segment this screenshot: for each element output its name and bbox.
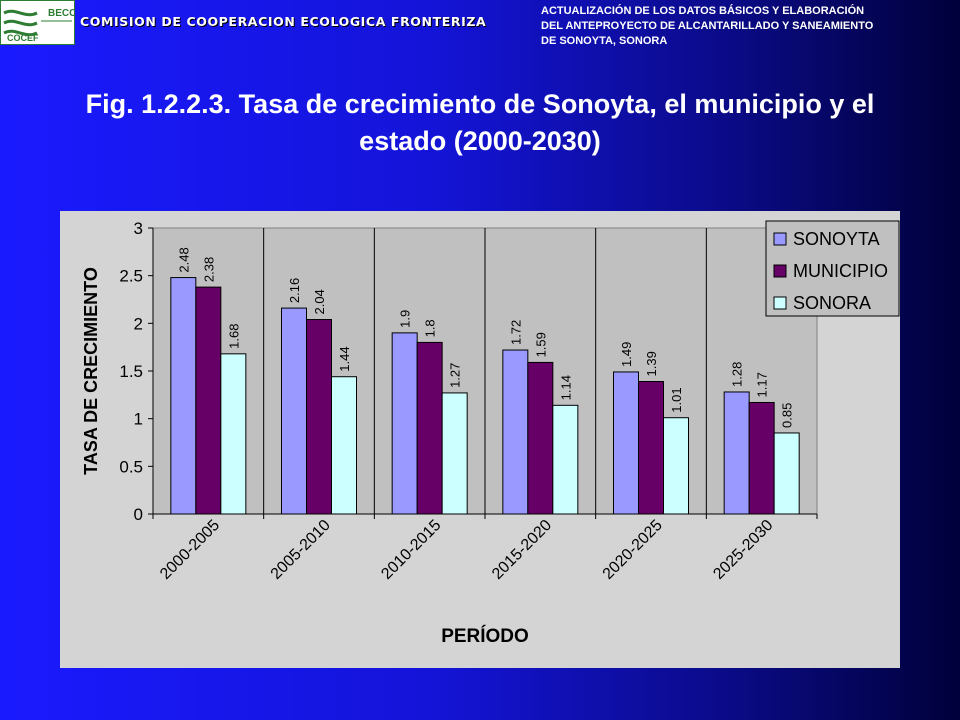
data-label: 2.48: [176, 247, 191, 272]
project-line-2: DEL ANTEPROYECTO DE ALCANTARILLADO Y SAN…: [541, 20, 874, 32]
data-label: 1.59: [533, 332, 548, 357]
data-label: 1.27: [448, 363, 463, 388]
chart-container: 0 0.5 1 1.5 2 2.5 3 2.48 2.38 1.68 2000-2005 2.16 2.…: [60, 211, 900, 668]
bar-sonora: [663, 417, 689, 515]
data-label: 1.68: [226, 324, 241, 349]
bar-sonora: [220, 353, 247, 515]
bar-municipio: [195, 286, 222, 515]
legend-label-sonoyta: SONOYTA: [793, 229, 880, 249]
project-line-1: ACTUALIZACIÓN DE LOS DATOS BÁSICOS Y ELA…: [541, 5, 865, 17]
data-label: 2.38: [201, 257, 216, 282]
y-tick-label: 2.5: [119, 267, 143, 286]
data-label: 1.01: [669, 387, 684, 412]
legend-swatch-municipio: [773, 264, 787, 278]
logo-graphic: BECC COCEF: [3, 8, 76, 43]
data-label: 2.04: [312, 289, 327, 314]
bar-sonoyta: [502, 349, 529, 515]
y-tick-label: 3: [134, 219, 143, 238]
bar-municipio: [748, 401, 775, 515]
data-label: 2.16: [287, 278, 302, 303]
bar-sonora: [331, 376, 357, 515]
data-label: 1.8: [423, 319, 438, 337]
y-tick-label: 0.5: [119, 457, 143, 476]
bar-municipio: [527, 361, 554, 515]
legend-swatch-sonoyta: [773, 232, 787, 246]
figure-title-line-2: estado (2000-2030): [359, 126, 601, 156]
data-label: 1.72: [508, 320, 523, 345]
data-label: 0.85: [780, 403, 795, 428]
bar-sonoyta: [170, 277, 197, 515]
data-label: 1.49: [619, 342, 634, 367]
bar-sonora: [552, 404, 579, 515]
figure-title: Fig. 1.2.2.3. Tasa de crecimiento de Son…: [0, 86, 960, 160]
figure-title-line-1: Fig. 1.2.2.3. Tasa de crecimiento de Son…: [85, 89, 875, 119]
bar-sonora: [441, 392, 468, 515]
bar-sonoyta: [391, 332, 418, 515]
bar-municipio: [416, 341, 443, 515]
y-tick-label: 1: [134, 410, 143, 429]
legend-label-municipio: MUNICIPIO: [793, 261, 888, 281]
logo-text-becc: BECC: [48, 8, 74, 19]
organization-name: COMISION DE COOPERACION ECOLOGICA FRONTE…: [80, 14, 487, 29]
data-label: 1.44: [337, 346, 352, 371]
data-label: 1.14: [558, 375, 573, 400]
bar-municipio: [306, 319, 332, 515]
data-label: 1.28: [730, 362, 745, 387]
y-tick-label: 0: [134, 505, 143, 524]
legend-swatch-sonora: [773, 296, 787, 310]
x-axis-title: PERÍODO: [441, 625, 529, 647]
data-label: 1.39: [644, 351, 659, 376]
data-label: 1.9: [398, 310, 413, 328]
legend-box: [765, 220, 900, 317]
y-tick-label: 1.5: [119, 362, 143, 381]
project-description: ACTUALIZACIÓN DE LOS DATOS BÁSICOS Y ELA…: [541, 4, 956, 49]
project-line-3: DE SONOYTA, SONORA: [541, 35, 668, 47]
legend-label-sonora: SONORA: [793, 293, 871, 313]
bar-sonoyta: [281, 307, 307, 515]
logo-text-cocef: COCEF: [7, 33, 39, 43]
bar-municipio: [638, 380, 664, 515]
data-label: 1.17: [755, 372, 770, 397]
bar-sonoyta: [723, 391, 750, 515]
bar-sonoyta: [613, 371, 639, 515]
y-axis-title: TASA DE CRECIMIENTO: [81, 267, 101, 475]
becc-cocef-logo: BECC COCEF: [0, 0, 76, 45]
y-tick-label: 2: [134, 314, 143, 333]
bar-sonora: [773, 432, 800, 515]
